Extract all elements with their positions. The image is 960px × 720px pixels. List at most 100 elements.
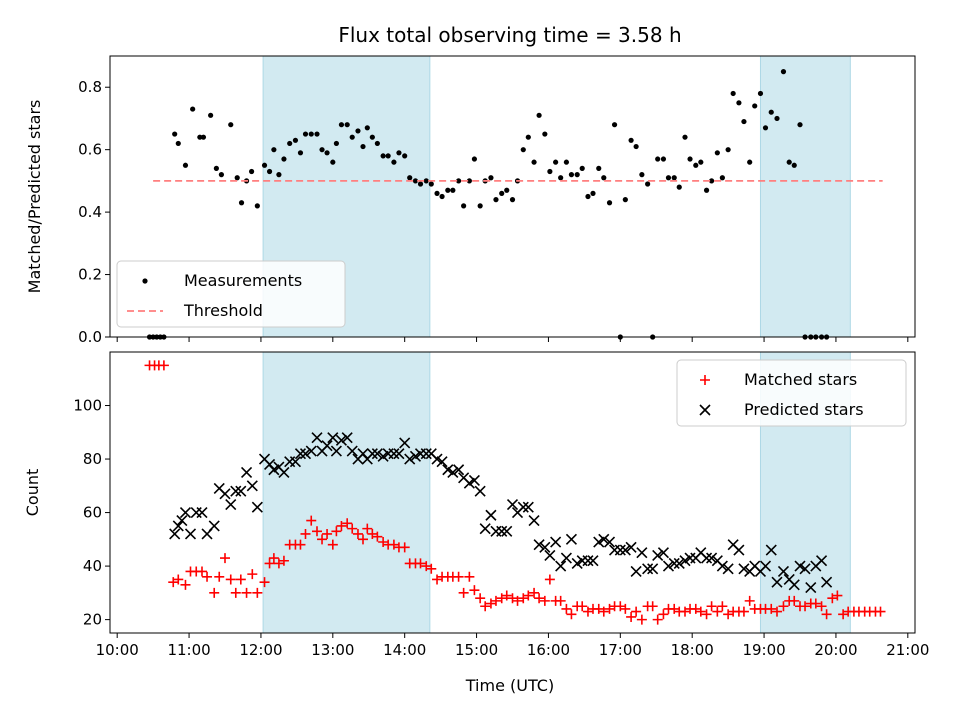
measurement-point (774, 115, 780, 122)
measurement-point (281, 156, 287, 162)
ratio-series-layer (146, 69, 883, 340)
y-tick-label: 0.6 (78, 141, 102, 159)
chart-title: Flux total observing time = 3.58 h (338, 23, 681, 47)
matched-stars-point (738, 606, 749, 617)
predicted-stars-point (722, 563, 734, 575)
x-tick-label: 17:00 (599, 641, 642, 659)
matched-stars-point (529, 587, 540, 598)
predicted-stars-point (788, 579, 800, 591)
y-tick-label: 60 (83, 504, 102, 522)
matched-stars-point (336, 520, 347, 531)
predicted-stars-point (321, 440, 333, 452)
predicted-stars-point (176, 515, 188, 527)
predicted-stars-point (501, 525, 513, 537)
predicted-stars-point (625, 541, 637, 553)
measurement-point (714, 150, 720, 156)
x-tick-label: 20:00 (814, 641, 857, 659)
measurement-point (786, 159, 792, 165)
measurement-point (374, 140, 380, 147)
measurement-point (687, 156, 693, 162)
matched-stars-point (712, 606, 723, 617)
predicted-stars-point (474, 485, 486, 497)
ratio-panel: 0.00.20.40.60.8 Matched/Predicted stars … (25, 55, 916, 346)
measurement-point (461, 203, 467, 209)
matched-stars-point (358, 534, 368, 545)
measurement-point (417, 181, 424, 187)
matched-stars-point (593, 603, 604, 614)
predicted-stars-point (576, 555, 588, 567)
predicted-stars-point (652, 549, 664, 561)
matched-stars-point (827, 593, 838, 604)
matched-stars-point (259, 577, 270, 588)
matched-stars-point (561, 603, 572, 614)
predicted-stars-point (468, 474, 480, 487)
shaded-interval (759, 55, 851, 338)
matched-stars-point (168, 577, 179, 588)
measurement-point (525, 134, 531, 140)
matched-stars-point (378, 537, 389, 548)
measurement-point (434, 190, 440, 196)
ratio-y-axis-label: Matched/Predicted stars (25, 100, 44, 294)
measurement-point (200, 134, 207, 140)
measurement-point (197, 134, 203, 140)
matched-stars-point (342, 518, 353, 529)
matched-stars-point (631, 606, 642, 617)
matched-stars-point (173, 574, 184, 585)
matched-stars-point (706, 601, 717, 612)
measurement-point (611, 122, 618, 128)
predicted-stars-point (668, 557, 680, 569)
predicted-stars-point (544, 549, 556, 561)
matched-stars-point (766, 603, 777, 614)
y-tick-label: 40 (83, 557, 102, 575)
matched-stars-point (362, 523, 373, 534)
predicted-stars-point (759, 560, 772, 572)
matched-stars-point (367, 528, 378, 539)
predicted-stars-point (246, 480, 258, 492)
x-tick-label: 21:00 (886, 641, 929, 659)
matched-stars-point (331, 526, 342, 537)
measurement-point (287, 140, 293, 147)
matched-stars-point (582, 606, 593, 617)
predicted-stars-point (490, 525, 502, 537)
matched-stars-point (327, 539, 338, 550)
legend-predicted-stars-swatch (699, 404, 711, 416)
matched-stars-point (534, 593, 545, 604)
measurement-point (380, 153, 386, 159)
measurement-point (208, 112, 214, 118)
predicted-stars-point (327, 432, 339, 444)
matched-stars-point (235, 574, 246, 585)
matched-stars-point (180, 579, 191, 590)
matched-stars-point (772, 606, 782, 617)
predicted-stars-point (235, 485, 247, 497)
matched-stars-point (555, 595, 566, 606)
measurement-point (730, 90, 736, 97)
predicted-stars-point (700, 552, 713, 564)
predicted-stars-point (565, 533, 578, 545)
predicted-stars-point (587, 555, 599, 567)
predicted-stars-point (447, 466, 459, 478)
measurement-point (261, 162, 268, 168)
matched-stars-point (496, 593, 507, 604)
predicted-stars-point (528, 515, 540, 527)
predicted-stars-point (706, 552, 718, 564)
measurement-point (450, 187, 456, 193)
matched-stars-point (789, 595, 800, 606)
matched-stars-point (652, 614, 663, 625)
predicted-stars-point (555, 560, 567, 572)
matched-stars-point (717, 601, 728, 612)
measurement-point (324, 150, 330, 156)
matched-stars-point (225, 574, 236, 585)
measurement-point (682, 134, 688, 140)
matched-stars-point (598, 606, 609, 617)
measurement-point (747, 159, 753, 165)
legend-predicted-stars-label: Predicted stars (744, 400, 864, 419)
measurement-point (182, 162, 189, 168)
legend-threshold-label: Threshold (183, 301, 263, 320)
x-axis-label: Time (UTC) (465, 676, 554, 695)
measurement-point (768, 109, 774, 115)
measurement-point (385, 153, 391, 159)
matched-stars-point (810, 598, 821, 609)
predicted-stars-point (765, 544, 777, 556)
y-tick-label: 80 (83, 450, 102, 468)
measurement-point (601, 175, 607, 181)
